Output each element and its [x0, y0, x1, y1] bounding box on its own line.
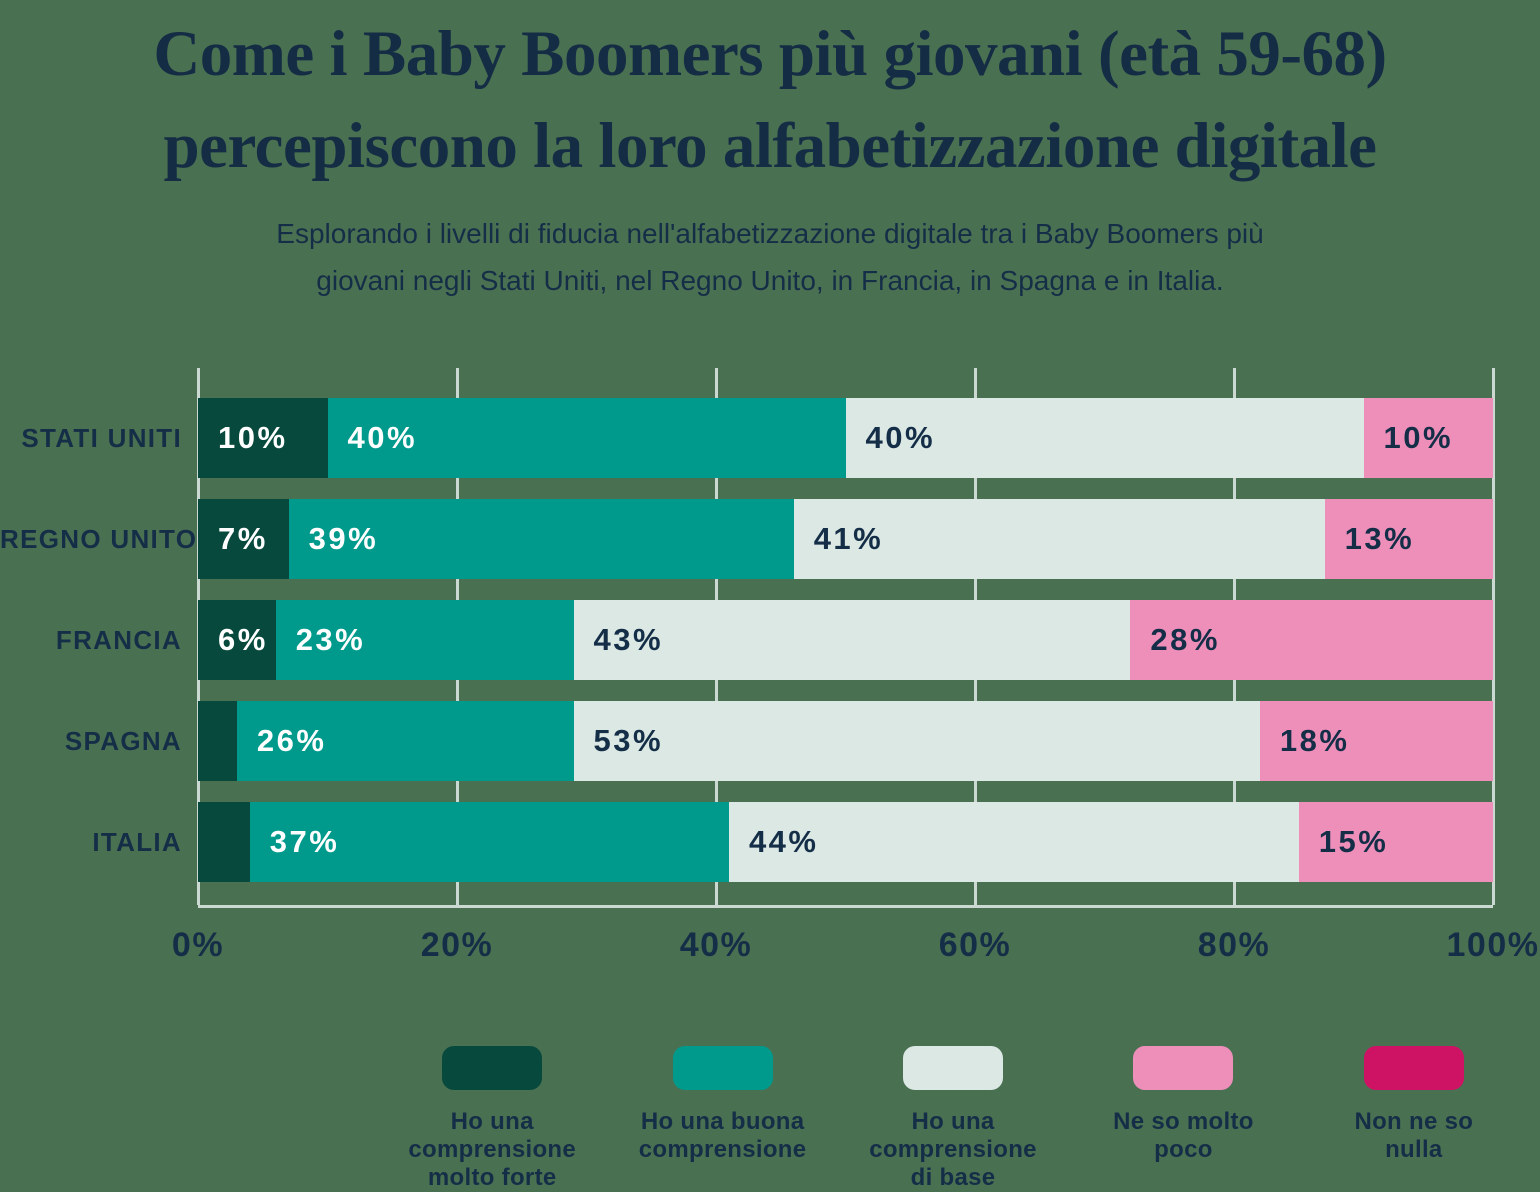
page-title: Come i Baby Boomers più giovani (età 59-…	[153, 18, 1387, 182]
x-tick-80%: 80%	[1197, 926, 1271, 964]
bar-segment-stati-uniti-ho-una-comprensione-di-base: 40%	[845, 398, 1364, 478]
x-tick-20%: 20%	[420, 926, 494, 964]
bar-value-label: 7%	[218, 521, 268, 556]
bar-segment-italia-ho-una-buona-comprensione: 37%	[249, 802, 729, 882]
legend-item-non-ne-so-nulla: Non ne so nulla	[1299, 1046, 1529, 1192]
bar-segment-stati-uniti-ho-una-comprensione-molto-forte: 10%	[198, 398, 328, 478]
legend-swatch	[903, 1046, 1004, 1090]
legend-label: Ho una comprensione molto forte	[408, 1108, 577, 1191]
bar-value-label: 39%	[308, 521, 379, 556]
bar-segment-stati-uniti-ne-so-molto-poco: 10%	[1363, 398, 1493, 478]
bar-row-stati-uniti: 10% 40% 40% 10%	[198, 398, 1493, 478]
gridline-100%	[1491, 368, 1495, 905]
bar-value-label: 37%	[269, 824, 340, 859]
category-label-francia: FRANCIA	[55, 625, 182, 655]
legend-swatch	[1133, 1046, 1234, 1090]
bar-segment-francia-ne-so-molto-poco: 28%	[1130, 600, 1493, 680]
bar-value-label: 43%	[593, 622, 664, 657]
category-label-stati-uniti: STATI UNITI	[21, 423, 182, 453]
bar-value-label: 6%	[218, 622, 268, 657]
bar-segment-francia-ho-una-comprensione-di-base: 43%	[573, 600, 1131, 680]
plot-area: 10% 40% 40% 10% 7% 39% 41% 13% 6% 23% 43% 28% 26% 53%…	[196, 368, 1495, 908]
legend-label: Non ne so nulla	[1354, 1108, 1474, 1163]
bar-row-spagna: 26% 53% 18%	[198, 701, 1493, 781]
bar-segment-italia-ho-una-comprensione-molto-forte	[198, 802, 250, 882]
bar-value-label: 18%	[1279, 723, 1350, 758]
page-subtitle: Esplorando i livelli di fiducia nell'alf…	[276, 218, 1264, 296]
bar-value-label: 15%	[1318, 824, 1389, 859]
bar-value-label: 26%	[256, 723, 327, 758]
bar-segment-francia-ho-una-buona-comprensione: 23%	[275, 600, 574, 680]
bar-segment-spagna-ho-una-buona-comprensione: 26%	[236, 701, 574, 781]
bar-segment-francia-ho-una-comprensione-molto-forte: 6%	[198, 600, 276, 680]
bar-value-label: 41%	[813, 521, 884, 556]
bar-segment-regno-unito-ho-una-comprensione-molto-forte: 7%	[198, 499, 289, 579]
bar-value-label: 53%	[593, 723, 664, 758]
bar-segment-spagna-ho-una-comprensione-di-base: 53%	[573, 701, 1260, 781]
bar-value-label: 13%	[1344, 521, 1415, 556]
bar-row-francia: 6% 23% 43% 28%	[198, 600, 1493, 680]
category-label-regno-unito: REGNO UNITO	[0, 524, 198, 554]
bar-segment-regno-unito-ho-una-comprensione-di-base: 41%	[793, 499, 1325, 579]
bar-segment-spagna-ho-una-comprensione-molto-forte	[198, 701, 237, 781]
bar-segment-regno-unito-ne-so-molto-poco: 13%	[1324, 499, 1493, 579]
legend-label: Ho una buona comprensione	[638, 1108, 807, 1163]
x-tick-0%: 0%	[171, 926, 225, 964]
bar-segment-italia-ho-una-comprensione-di-base: 44%	[728, 802, 1299, 882]
legend-label: Ho una comprensione di base	[869, 1108, 1037, 1191]
x-tick-60%: 60%	[938, 926, 1012, 964]
legend-swatch	[442, 1046, 543, 1090]
legend-label: Ne so molto poco	[1113, 1108, 1254, 1163]
bar-row-regno-unito: 7% 39% 41% 13%	[198, 499, 1493, 579]
bar-value-label: 10%	[1383, 420, 1454, 455]
legend-swatch	[672, 1046, 773, 1090]
legend-swatch	[1363, 1046, 1464, 1090]
bar-segment-spagna-ne-so-molto-poco: 18%	[1259, 701, 1493, 781]
bar-value-label: 44%	[748, 824, 819, 859]
x-axis: 0% 20% 40% 60% 80% 100%	[172, 926, 1538, 970]
bar-value-label: 40%	[347, 420, 418, 455]
x-tick-100%: 100%	[1446, 926, 1540, 964]
legend-item-ne-so-molto-poco: Ne so molto poco	[1068, 1046, 1298, 1192]
legend-item-ho-una-comprensione-molto-forte: Ho una comprensione molto forte	[377, 1046, 607, 1192]
legend-item-ho-una-comprensione-di-base: Ho una comprensione di base	[838, 1046, 1068, 1192]
legend: Ho una comprensione molto forte Ho una bu…	[377, 1046, 1529, 1192]
bar-value-label: 23%	[295, 622, 366, 657]
bar-value-label: 28%	[1150, 622, 1220, 657]
legend-item-ho-una-buona-comprensione: Ho una buona comprensione	[607, 1046, 837, 1192]
x-tick-40%: 40%	[679, 926, 753, 964]
bar-value-label: 40%	[865, 420, 936, 455]
category-label-spagna: SPAGNA	[64, 726, 182, 756]
bar-value-label: 10%	[218, 420, 288, 455]
category-label-italia: ITALIA	[92, 827, 182, 857]
bar-segment-stati-uniti-ho-una-buona-comprensione: 40%	[327, 398, 846, 478]
bar-row-italia: 37% 44% 15%	[198, 802, 1493, 882]
bar-segment-italia-ne-so-molto-poco: 15%	[1298, 802, 1493, 882]
bar-segment-regno-unito-ho-una-buona-comprensione: 39%	[288, 499, 794, 579]
